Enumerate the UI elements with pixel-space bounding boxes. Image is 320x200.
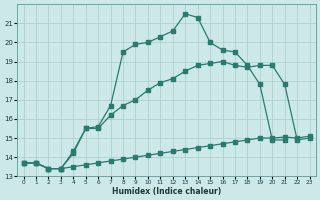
- X-axis label: Humidex (Indice chaleur): Humidex (Indice chaleur): [112, 187, 221, 196]
